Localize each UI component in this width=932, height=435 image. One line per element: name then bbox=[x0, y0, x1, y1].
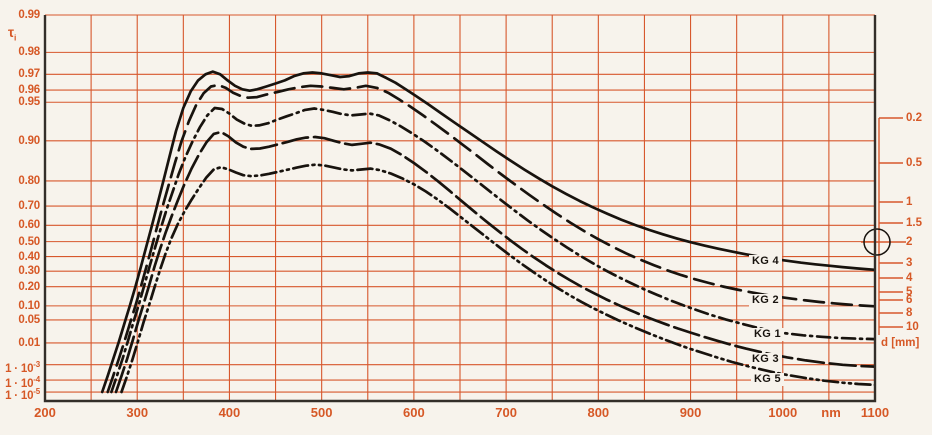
reference-thickness-marker-circle bbox=[863, 228, 891, 256]
curve-kg2 bbox=[106, 83, 875, 394]
curve-kg5 bbox=[120, 163, 875, 394]
grid bbox=[45, 14, 875, 401]
curve-kg1 bbox=[110, 106, 875, 394]
thickness-scale bbox=[861, 117, 906, 335]
curve-kg3 bbox=[114, 130, 875, 394]
curves bbox=[100, 70, 875, 394]
curve-kg4 bbox=[100, 70, 875, 394]
plot-border bbox=[43, 15, 877, 403]
